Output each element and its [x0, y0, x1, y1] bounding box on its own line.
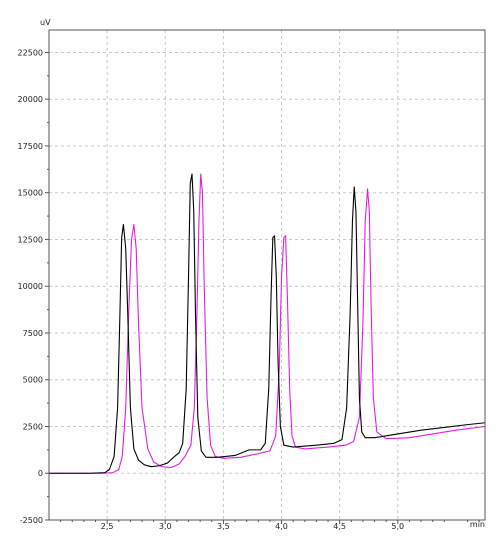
- y-tick-label: 12500: [18, 235, 43, 244]
- y-tick-label: 20000: [18, 95, 43, 104]
- x-tick-label: 3,0: [159, 522, 172, 531]
- x-tick-label: 5,0: [391, 522, 404, 531]
- x-axis: 2,5 3,0 3,5 4,0 4,5 5,0: [60, 520, 480, 531]
- x-tick-label: 4,5: [333, 522, 346, 531]
- y-axis-label: uV: [40, 18, 51, 27]
- y-tick-label: 0: [38, 469, 43, 478]
- y-tick-label: -2500: [20, 516, 43, 525]
- x-axis-label: min: [470, 520, 485, 529]
- x-tick-label: 2,5: [101, 522, 114, 531]
- x-tick-label: 3,5: [217, 522, 230, 531]
- y-tick-label: 15000: [18, 189, 43, 198]
- plot-frame: [48, 29, 486, 521]
- x-tick-label: 4,0: [275, 522, 288, 531]
- series-line-1: [49, 173, 486, 474]
- plot-area: [49, 173, 486, 474]
- y-tick-label: 2500: [23, 422, 43, 431]
- series-line-2: [49, 173, 486, 474]
- y-axis: -2500 0 2500 5000 7500 10000 12500 15000 17500 20…: [18, 48, 49, 525]
- y-tick-label: 10000: [18, 282, 43, 291]
- y-tick-label: 22500: [18, 48, 43, 57]
- y-tick-label: 17500: [18, 142, 43, 151]
- y-tick-label: 7500: [23, 329, 43, 338]
- y-tick-label: 5000: [23, 376, 43, 385]
